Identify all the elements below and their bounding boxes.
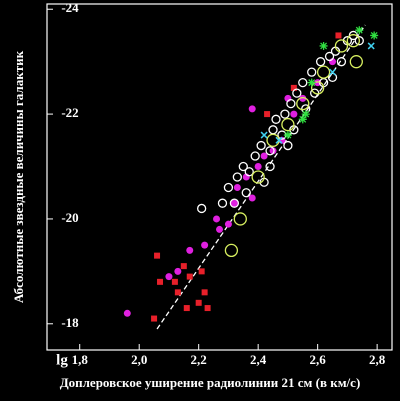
point <box>336 57 347 67</box>
point <box>281 117 295 132</box>
point <box>290 84 297 91</box>
point <box>230 199 238 207</box>
point <box>201 241 209 249</box>
point <box>260 152 268 160</box>
point <box>250 151 260 161</box>
point <box>197 203 207 214</box>
point <box>280 109 290 119</box>
x-tick-label: 2,8 <box>369 352 386 367</box>
x-axis-label: Доплеровское уширение радиолинии 21 см (… <box>60 375 361 390</box>
point <box>233 212 247 226</box>
point <box>180 263 187 270</box>
y-tick-label: -24 <box>61 0 79 15</box>
point <box>216 225 223 233</box>
point <box>283 131 292 140</box>
point <box>310 88 320 98</box>
point <box>171 278 178 285</box>
point <box>292 88 302 98</box>
point <box>283 140 293 151</box>
x-tick-label: 1,8 <box>72 352 89 367</box>
point <box>298 115 307 124</box>
point <box>204 305 211 312</box>
point <box>355 26 364 35</box>
point <box>123 309 131 317</box>
point <box>174 267 182 275</box>
point <box>346 34 360 48</box>
point <box>299 94 307 102</box>
point <box>264 111 271 118</box>
point <box>224 243 239 258</box>
point <box>201 289 208 296</box>
point <box>319 41 328 50</box>
point <box>327 72 338 83</box>
point <box>223 182 234 193</box>
point <box>354 36 364 46</box>
point <box>286 98 296 109</box>
point <box>174 289 181 296</box>
point <box>186 273 193 280</box>
point <box>275 136 283 144</box>
point <box>370 31 379 40</box>
point <box>238 161 248 172</box>
x-tick-label: 2,6 <box>310 352 327 367</box>
y-tick-label: -20 <box>61 210 78 225</box>
fit-line <box>156 24 366 330</box>
point <box>183 305 190 312</box>
point <box>310 81 325 95</box>
point <box>213 215 221 223</box>
point <box>260 131 268 139</box>
point <box>165 273 173 281</box>
point <box>367 42 375 50</box>
point <box>349 55 363 69</box>
point <box>186 246 194 254</box>
point <box>307 67 317 77</box>
point <box>334 39 349 53</box>
point <box>251 170 265 184</box>
y-axis-label: Абсолютные звездные величины галактик <box>11 50 26 303</box>
point <box>195 299 202 306</box>
plot-frame <box>46 3 393 351</box>
point <box>315 57 326 67</box>
point <box>217 198 228 208</box>
point <box>307 78 316 87</box>
point <box>271 114 281 124</box>
point <box>298 77 308 88</box>
point <box>241 188 251 198</box>
point <box>269 147 277 155</box>
point <box>151 315 158 322</box>
y-tick-label: -22 <box>61 105 78 120</box>
point <box>266 133 280 147</box>
point <box>157 278 164 285</box>
point <box>328 68 337 76</box>
point <box>248 194 256 202</box>
x-axis-prefix: lg <box>56 352 68 368</box>
point <box>265 161 275 172</box>
point <box>248 105 256 113</box>
point <box>154 252 161 259</box>
point <box>233 183 241 191</box>
point <box>301 110 310 119</box>
point <box>268 125 278 135</box>
point <box>229 198 240 208</box>
point <box>335 32 342 39</box>
point <box>256 140 266 151</box>
point <box>324 51 335 62</box>
point <box>316 65 331 79</box>
point <box>244 167 254 177</box>
point <box>224 220 232 228</box>
point <box>290 110 298 118</box>
point <box>265 146 275 156</box>
point <box>254 163 262 171</box>
point <box>232 172 242 182</box>
point <box>296 96 310 111</box>
y-tick-label: -18 <box>61 315 79 330</box>
x-tick-label: 2,4 <box>250 352 267 367</box>
x-tick-label: 2,0 <box>131 352 147 367</box>
point <box>198 268 205 275</box>
x-tick-label: 2,2 <box>191 352 207 367</box>
